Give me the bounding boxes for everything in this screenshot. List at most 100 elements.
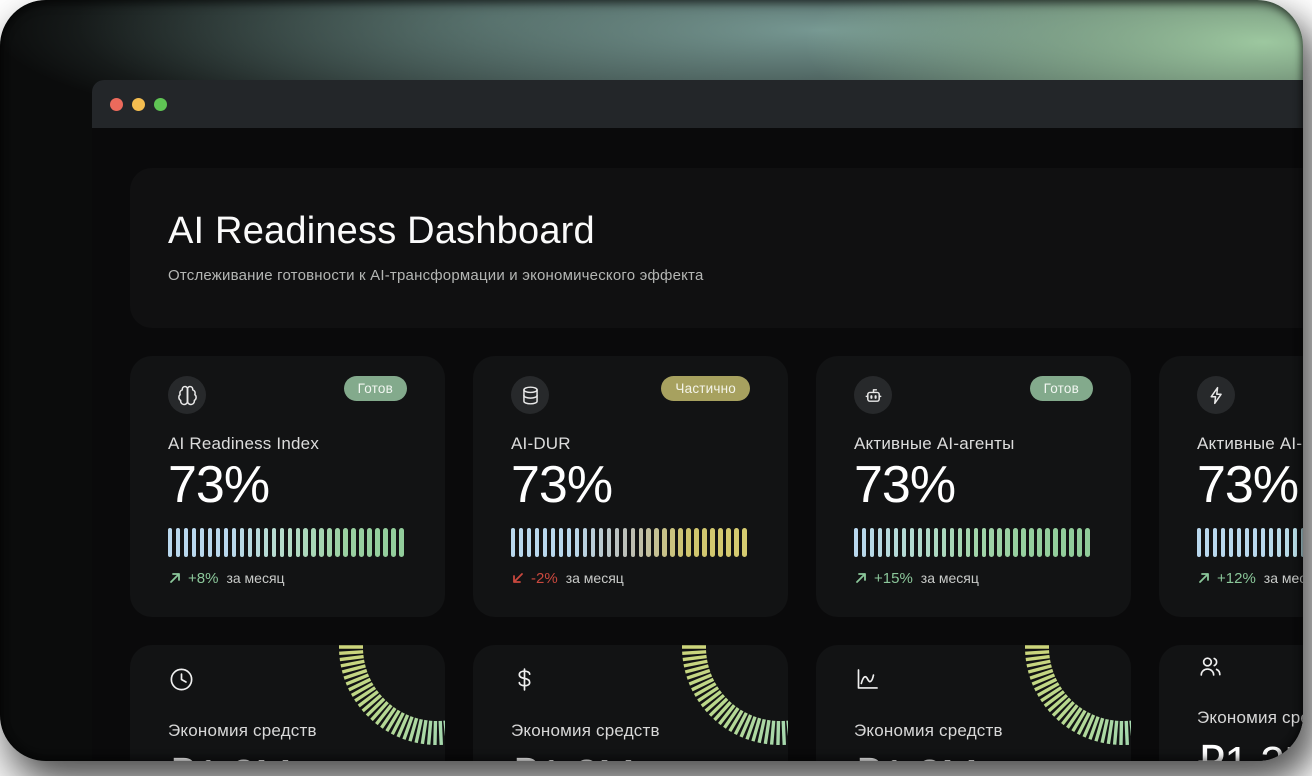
clock-icon [170, 668, 193, 691]
savings-label: Экономия средств [511, 721, 660, 740]
dashboard-header: AI Readiness Dashboard Отслеживание гото… [130, 168, 1303, 328]
metric-card-grid: Готов AI Readiness Index 73% +8% за месяц Час… [130, 356, 1303, 617]
bar-tick [295, 527, 300, 557]
bar-tick [678, 527, 683, 557]
bar-tick [877, 527, 883, 557]
bar-tick [1197, 527, 1202, 557]
savings-card-content: Экономия средств ₽1.2M [854, 666, 1093, 761]
bar-tick [957, 527, 963, 557]
metric-icon-wrap [1197, 376, 1235, 414]
chart-line-icon [857, 669, 878, 689]
bar-tick [614, 527, 620, 557]
dollar-icon [518, 668, 531, 691]
bar-tick [168, 527, 173, 557]
bar-tick [1077, 527, 1082, 557]
bar-tick [550, 527, 556, 557]
savings-card-content: Экономия средств ₽1.2M [511, 666, 750, 761]
bar-tick [869, 527, 875, 557]
metric-label: AI Readiness Index [168, 434, 320, 453]
bar-tick [518, 527, 524, 557]
bar-tick [566, 527, 572, 557]
savings-icon-wrap [854, 666, 1093, 694]
bar-tick [231, 527, 237, 557]
savings-value: ₽1.2M [511, 750, 750, 761]
metric-bar-strip [854, 527, 1093, 557]
metric-bar-strip [511, 527, 750, 557]
metric-card: Частично AI-DUR 73% -2% за месяц [473, 356, 788, 617]
bar-tick [901, 527, 907, 557]
bar-tick [558, 527, 564, 557]
trend-delta: +15% [874, 569, 913, 587]
metric-trend: +15% за месяц [854, 570, 1093, 587]
traffic-light-zoom[interactable] [154, 97, 167, 111]
savings-value: ₽1.2M [168, 750, 407, 761]
savings-label: Экономия средств [854, 721, 1003, 740]
bar-tick [1045, 527, 1050, 557]
status-badge: Готов [1029, 376, 1093, 401]
trend-up-arrow-icon [856, 573, 866, 583]
bar-tick [909, 527, 915, 557]
bar-tick [303, 527, 308, 557]
bar-tick [574, 527, 580, 557]
dashboard-content: AI Readiness Dashboard Отслеживание гото… [92, 128, 1303, 761]
status-badge: Частично [661, 376, 750, 401]
bar-tick [175, 527, 181, 557]
bar-tick [1284, 527, 1290, 557]
metric-label: Активные AI-агенты [1197, 434, 1303, 453]
trend-period: за месяц [1263, 570, 1303, 587]
bar-tick [933, 527, 939, 557]
bar-tick [359, 527, 364, 557]
bar-tick [1292, 527, 1298, 557]
metric-value: 73% [511, 456, 613, 514]
bar-tick [973, 527, 978, 557]
metric-card-header: Готов [168, 376, 407, 416]
trend-delta: +12% [1217, 569, 1256, 587]
bar-tick [1260, 527, 1266, 557]
savings-card: Экономия средств ₽1.2M [473, 645, 788, 761]
bar-tick [239, 527, 245, 557]
savings-icon-wrap [511, 666, 750, 694]
bar-tick [367, 527, 372, 557]
zap-icon [1210, 386, 1222, 404]
savings-card-content: Экономия средств ₽1.2M [1197, 653, 1303, 761]
traffic-light-close[interactable] [110, 97, 123, 111]
window-titlebar [92, 80, 1303, 128]
metric-card: Готов Активные AI-агенты 73% +15% за месяц [816, 356, 1131, 617]
app-window: AI Readiness Dashboard Отслеживание гото… [92, 80, 1303, 761]
bar-tick [542, 527, 548, 557]
bar-tick [582, 527, 588, 557]
metric-value: 73% [854, 456, 956, 514]
metric-trend: +12% за месяц [1197, 570, 1303, 587]
metric-icon-wrap [168, 376, 206, 414]
bar-tick [351, 527, 356, 557]
bar-tick [989, 527, 994, 557]
trend-delta: -2% [531, 569, 558, 587]
metric-bar-strip [168, 527, 407, 557]
device-frame: AI Readiness Dashboard Отслеживание гото… [0, 0, 1303, 761]
bar-tick [391, 527, 396, 557]
trend-up-arrow-icon [1199, 573, 1209, 583]
bar-tick [702, 527, 707, 557]
bar-tick [965, 527, 971, 557]
bar-tick [1061, 527, 1066, 557]
metric-card-header [1197, 376, 1303, 416]
metric-card: Активные AI-агенты 73% +12% за месяц [1159, 356, 1303, 617]
bar-tick [1069, 527, 1074, 557]
metric-value: 73% [1197, 456, 1299, 514]
metric-icon-wrap [511, 376, 549, 414]
bar-tick [1244, 527, 1250, 557]
traffic-light-minimize[interactable] [132, 97, 145, 111]
savings-card-content: Экономия средств ₽1.2M [168, 666, 407, 761]
bar-tick [654, 527, 659, 557]
bar-tick [726, 527, 731, 557]
bar-tick [854, 527, 859, 557]
savings-card: Экономия средств ₽1.2M [130, 645, 445, 761]
metric-bar-strip [1197, 527, 1303, 557]
savings-card-grid: Экономия средств ₽1.2M Экономия средств ₽1.… [130, 645, 1303, 761]
bar-tick [271, 527, 277, 557]
trend-up-arrow-icon [170, 573, 180, 583]
bar-tick [215, 527, 221, 557]
bar-tick [1276, 527, 1282, 557]
bar-tick [1252, 527, 1258, 557]
bar-tick [1228, 527, 1234, 557]
